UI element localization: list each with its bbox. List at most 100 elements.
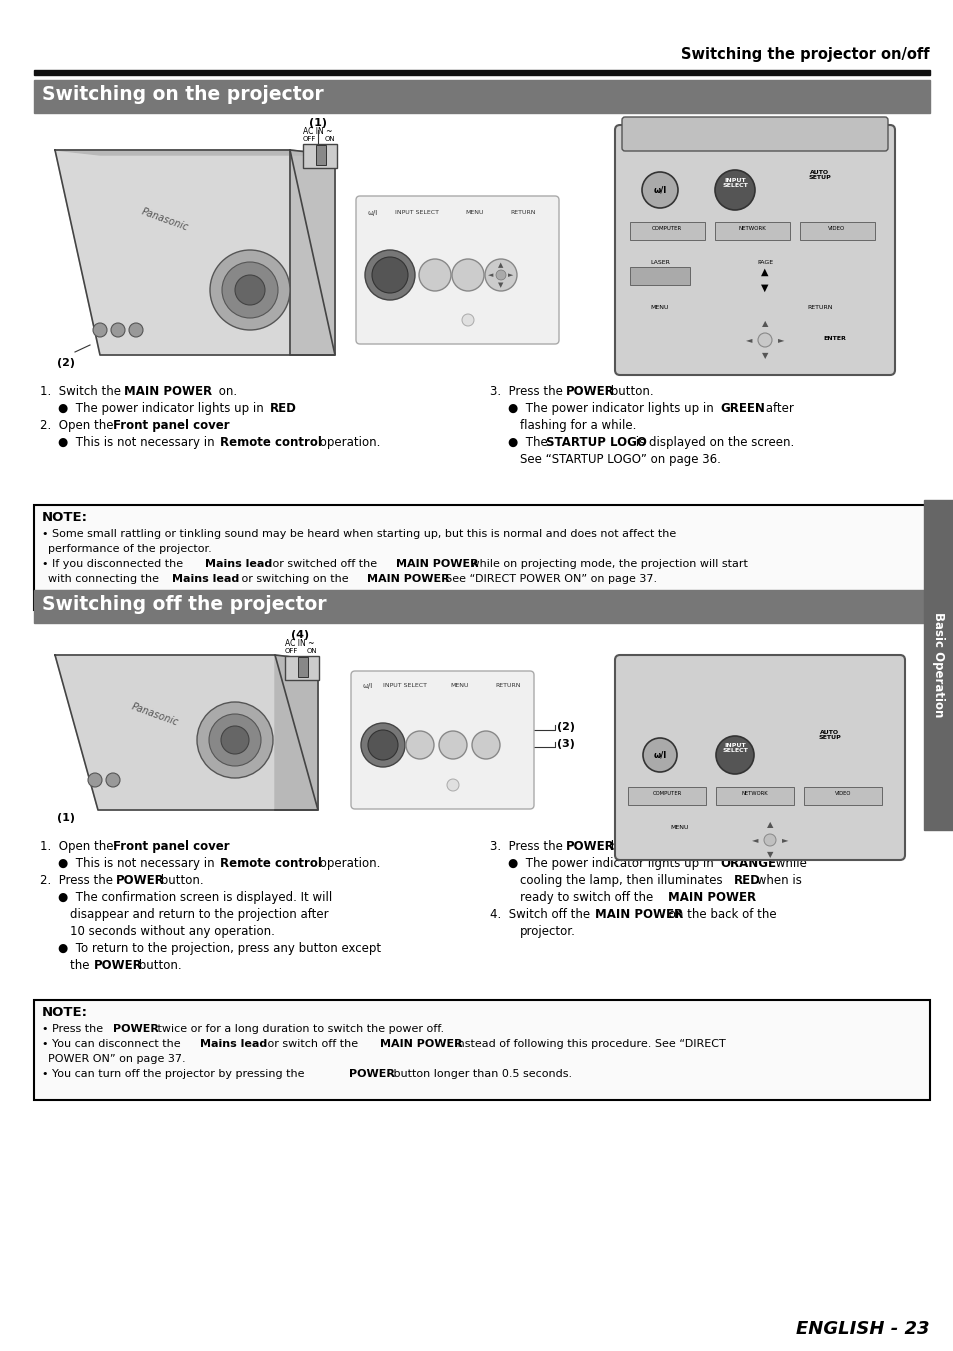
Text: Panasonic: Panasonic — [130, 703, 180, 728]
Polygon shape — [290, 150, 335, 355]
Circle shape — [447, 780, 458, 790]
Text: Switching on the projector: Switching on the projector — [42, 85, 323, 104]
Bar — [285, 657, 318, 680]
Text: 10 seconds without any operation.: 10 seconds without any operation. — [70, 925, 274, 938]
Text: GREEN: GREEN — [720, 403, 764, 415]
Text: POWER: POWER — [116, 874, 165, 888]
Text: MAIN POWER: MAIN POWER — [367, 574, 449, 584]
Text: performance of the projector.: performance of the projector. — [48, 544, 212, 554]
Text: ◄: ◄ — [751, 835, 758, 844]
Text: 3.  Press the: 3. Press the — [490, 840, 566, 852]
Circle shape — [418, 259, 451, 290]
Bar — [714, 222, 789, 240]
Bar — [629, 222, 704, 240]
Text: AC IN ~: AC IN ~ — [285, 639, 314, 648]
Text: ▼: ▼ — [760, 351, 767, 361]
Circle shape — [360, 723, 405, 767]
Text: on.: on. — [214, 385, 237, 399]
Circle shape — [365, 250, 415, 300]
Bar — [34, 70, 929, 76]
Text: ▼: ▼ — [497, 282, 503, 288]
Text: • You can turn off the projector by pressing the: • You can turn off the projector by pres… — [42, 1069, 308, 1079]
Text: operation.: operation. — [315, 436, 380, 449]
Text: Mains lead: Mains lead — [205, 559, 272, 569]
Text: 3.  Press the: 3. Press the — [490, 385, 566, 399]
Text: VIDEO: VIDEO — [834, 790, 850, 796]
Text: NOTE:: NOTE: — [42, 511, 88, 524]
Text: or switched off the: or switched off the — [269, 559, 380, 569]
Text: MENU: MENU — [650, 305, 669, 309]
Circle shape — [461, 313, 474, 326]
Text: MAIN POWER: MAIN POWER — [667, 892, 756, 904]
Text: INPUT
SELECT: INPUT SELECT — [721, 177, 747, 188]
Text: is displayed on the screen.: is displayed on the screen. — [631, 436, 794, 449]
Circle shape — [129, 323, 143, 336]
Text: INPUT
SELECT: INPUT SELECT — [721, 743, 747, 754]
Text: ◄: ◄ — [488, 272, 493, 278]
Text: INPUT SELECT: INPUT SELECT — [382, 684, 427, 688]
Circle shape — [714, 170, 754, 209]
Text: Front panel cover: Front panel cover — [112, 419, 230, 432]
Circle shape — [196, 703, 273, 778]
Text: MAIN POWER: MAIN POWER — [379, 1039, 462, 1048]
Circle shape — [372, 257, 408, 293]
Text: ready to switch off the: ready to switch off the — [519, 892, 657, 904]
Text: RETURN: RETURN — [495, 684, 520, 688]
Circle shape — [222, 262, 277, 317]
Text: button.: button. — [135, 959, 181, 971]
Text: • You can disconnect the: • You can disconnect the — [42, 1039, 184, 1048]
Circle shape — [106, 773, 120, 788]
Text: 4.  Switch off the: 4. Switch off the — [490, 908, 594, 921]
FancyBboxPatch shape — [615, 655, 904, 861]
Text: button.: button. — [606, 840, 653, 852]
Text: .: . — [290, 403, 294, 415]
Text: ▲: ▲ — [760, 267, 768, 277]
Text: Switching the projector on/off: Switching the projector on/off — [680, 47, 929, 62]
Text: 1.  Switch the: 1. Switch the — [40, 385, 125, 399]
Text: flashing for a while.: flashing for a while. — [519, 419, 636, 432]
Polygon shape — [274, 655, 317, 811]
Text: • Some small rattling or tinkling sound may be heard when starting up, but this : • Some small rattling or tinkling sound … — [42, 530, 676, 539]
Circle shape — [111, 323, 125, 336]
Text: ON: ON — [325, 136, 335, 142]
Text: Switching off the projector: Switching off the projector — [42, 594, 326, 613]
Text: ENTER: ENTER — [822, 335, 845, 340]
Text: RED: RED — [270, 403, 296, 415]
Bar — [716, 788, 793, 805]
Text: (4): (4) — [291, 630, 309, 640]
Text: (1): (1) — [57, 813, 75, 823]
Text: Mains lead: Mains lead — [172, 574, 239, 584]
Circle shape — [406, 731, 434, 759]
Text: 2.  Open the: 2. Open the — [40, 419, 117, 432]
Polygon shape — [55, 150, 335, 355]
Text: . See “DIRECT POWER ON” on page 37.: . See “DIRECT POWER ON” on page 37. — [437, 574, 657, 584]
Text: or switching on the: or switching on the — [237, 574, 352, 584]
Text: (3): (3) — [461, 232, 479, 242]
Text: NETWORK: NETWORK — [738, 226, 765, 231]
Text: the: the — [70, 959, 93, 971]
Circle shape — [88, 773, 102, 788]
Bar — [34, 80, 929, 113]
Text: STARTUP LOGO: STARTUP LOGO — [545, 436, 646, 449]
Bar — [803, 788, 882, 805]
Text: 2.  Press the: 2. Press the — [40, 874, 116, 888]
Text: on the back of the: on the back of the — [664, 908, 776, 921]
Text: ENGLISH - 23: ENGLISH - 23 — [796, 1320, 929, 1337]
Text: PAGE: PAGE — [756, 259, 772, 265]
Text: ►: ► — [781, 835, 787, 844]
Circle shape — [234, 276, 265, 305]
Text: ●  This is not necessary in: ● This is not necessary in — [58, 436, 218, 449]
Bar — [627, 788, 705, 805]
Circle shape — [641, 172, 678, 208]
Circle shape — [210, 250, 290, 330]
Text: with connecting the: with connecting the — [48, 574, 162, 584]
Circle shape — [368, 730, 397, 761]
Text: VIDEO: VIDEO — [827, 226, 844, 231]
Circle shape — [452, 259, 483, 290]
Text: cooling the lamp, then illuminates: cooling the lamp, then illuminates — [519, 874, 725, 888]
Text: ●  The power indicator lights up in: ● The power indicator lights up in — [507, 403, 717, 415]
Text: ω/I: ω/I — [653, 185, 666, 195]
Text: ▼: ▼ — [766, 851, 773, 859]
Text: Basic Operation: Basic Operation — [931, 612, 944, 717]
Text: ▲: ▲ — [497, 262, 503, 267]
